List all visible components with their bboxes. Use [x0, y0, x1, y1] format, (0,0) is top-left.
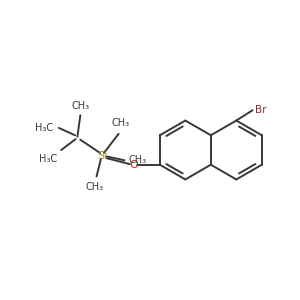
Text: H₃C: H₃C: [35, 123, 53, 133]
Text: CH₃: CH₃: [71, 101, 89, 111]
Text: Si: Si: [97, 151, 107, 161]
Text: O: O: [129, 160, 138, 170]
Text: CH₃: CH₃: [129, 155, 147, 165]
Text: CH₃: CH₃: [86, 182, 104, 192]
Text: Br: Br: [255, 105, 266, 115]
Text: CH₃: CH₃: [111, 118, 129, 128]
Text: H₃C: H₃C: [39, 154, 57, 164]
